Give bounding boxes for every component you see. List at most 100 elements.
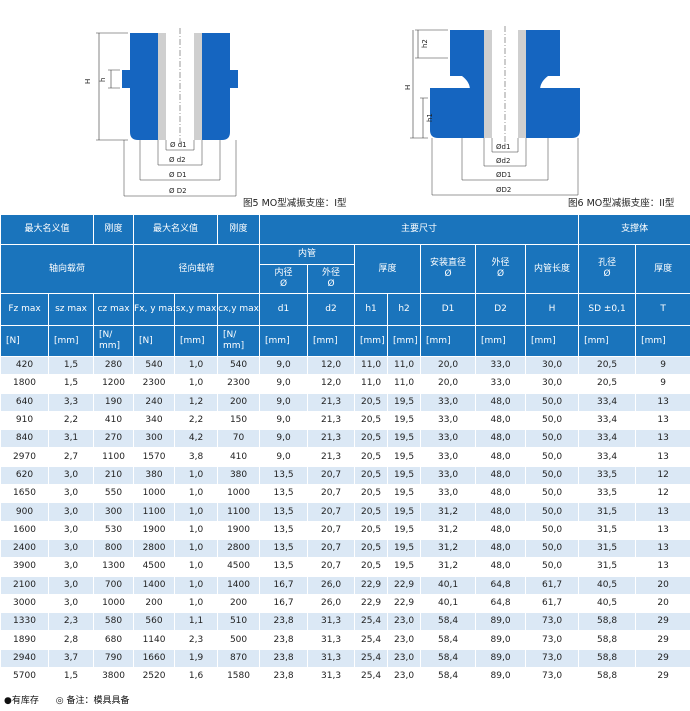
table-cell: 31,3: [307, 612, 356, 632]
table-cell: 2520: [133, 667, 176, 687]
table-cell: 1330: [0, 612, 49, 632]
h1-support-body: 支撑体: [578, 214, 690, 245]
table-cell: 13,5: [259, 502, 309, 522]
technical-drawings: H h Ø d1 Ø d2 Ø D1 Ø D2: [84, 26, 580, 197]
table-cell: 1,9: [174, 648, 219, 669]
table-cell: 29: [635, 612, 690, 632]
fig6-d1-label: Ød1: [496, 143, 510, 151]
table-cell: 58,8: [578, 612, 637, 632]
table-cell: 2,2: [47, 410, 95, 431]
table-cell: 26,0: [307, 575, 356, 595]
fig6-D2-label: ØD2: [496, 186, 511, 194]
table-cell: 33,0: [420, 465, 477, 486]
table-cell: 21,3: [307, 392, 356, 412]
table-cell: 40,5: [578, 575, 637, 595]
symbol-cell: Fx, y max: [133, 293, 176, 326]
table-cell: 89,0: [475, 667, 527, 687]
table-cell: 1100: [217, 502, 261, 522]
table-cell: 20,7: [307, 484, 356, 504]
table-cell: 1600: [0, 520, 49, 540]
table-cell: 20,7: [307, 502, 356, 522]
table-cell: 3,0: [47, 557, 95, 577]
table-cell: 48,0: [475, 410, 527, 431]
table-cell: 2,3: [174, 630, 219, 650]
table-cell: 13,5: [259, 484, 309, 504]
table-cell: 48,0: [475, 392, 527, 412]
table-cell: 13,5: [259, 465, 309, 486]
table-cell: 11,0: [354, 355, 389, 376]
table-cell: 33,0: [475, 355, 527, 376]
table-cell: 50,0: [525, 465, 580, 486]
table-cell: 2,2: [174, 410, 219, 431]
symbol-cell: T: [635, 293, 690, 326]
table-row: 420 1,5 280 540 1,0 540 9,0 12,0 11,0 11,0 20,0 33,…: [0, 355, 690, 376]
table-cell: 23,0: [387, 630, 422, 650]
table-cell: 4,2: [174, 429, 219, 449]
table-cell: 20,7: [307, 465, 356, 486]
table-cell: 23,8: [259, 648, 309, 669]
table-cell: 380: [217, 465, 261, 486]
table-cell: 19,5: [387, 410, 422, 431]
table-cell: 22,9: [354, 575, 389, 595]
table-cell: 870: [217, 648, 261, 669]
table-cell: 410: [217, 447, 261, 467]
table-cell: 23,8: [259, 612, 309, 632]
table-cell: 19,5: [387, 557, 422, 577]
h2-radial-load: 径向载荷: [133, 244, 261, 294]
table-cell: 33,0: [420, 392, 477, 412]
table-cell: 50,0: [525, 538, 580, 559]
symbol-cell: Fz max: [0, 293, 49, 326]
table-cell: 2,3: [47, 612, 95, 632]
table-cell: 640: [0, 392, 49, 412]
table-cell: 19,5: [387, 392, 422, 412]
table-cell: 3,1: [47, 429, 95, 449]
symbol-row: Fz max sz max cz max Fx, y max sx,y max cx,y …: [0, 293, 690, 326]
table-cell: 1,0: [174, 502, 219, 522]
table-cell: 31,2: [420, 538, 477, 559]
fig6-h2-label: h2: [421, 39, 429, 48]
table-cell: 190: [93, 392, 135, 412]
table-cell: 58,4: [420, 612, 477, 632]
table-cell: 12: [635, 465, 690, 486]
table-cell: 3,0: [47, 520, 95, 540]
table-cell: 20,5: [354, 557, 389, 577]
table-cell: 420: [0, 355, 49, 376]
table-row: 1800 1,5 1200 2300 1,0 2300 9,0 12,0 11,0 11,0 20,…: [0, 374, 690, 394]
table-cell: 5700: [0, 667, 49, 687]
table-cell: 1,0: [174, 374, 219, 394]
table-cell: 21,3: [307, 410, 356, 431]
unit-cell: [N]: [133, 325, 176, 357]
fig6-d2-label: Ød2: [496, 157, 510, 165]
table-cell: 25,4: [354, 667, 389, 687]
table-cell: 9,0: [259, 447, 309, 467]
table-row: 2100 3,0 700 1400 1,0 1400 16,7 26,0 22,9 22,9 40,…: [0, 575, 690, 595]
table-cell: 50,0: [525, 484, 580, 504]
table-cell: 33,0: [420, 429, 477, 449]
table-cell: 1000: [217, 484, 261, 504]
table-cell: 9,0: [259, 355, 309, 376]
table-row: 640 3,3 190 240 1,2 200 9,0 21,3 20,5 19,5 33,0 48,…: [0, 392, 690, 412]
table-cell: 89,0: [475, 648, 527, 669]
unit-cell: [N/ mm]: [93, 325, 135, 357]
table-cell: 210: [93, 465, 135, 486]
table-cell: 73,0: [525, 630, 580, 650]
table-cell: 23,0: [387, 648, 422, 669]
table-cell: 89,0: [475, 630, 527, 650]
table-cell: 20: [635, 593, 690, 614]
fig5-d1-label: Ø d1: [170, 141, 187, 149]
table-cell: 50,0: [525, 557, 580, 577]
table-cell: 19,5: [387, 538, 422, 559]
table-cell: 700: [93, 575, 135, 595]
table-cell: 58,8: [578, 648, 637, 669]
table-cell: 1580: [217, 667, 261, 687]
table-cell: 1,0: [174, 557, 219, 577]
table-cell: 40,5: [578, 593, 637, 614]
table-cell: 1650: [0, 484, 49, 504]
table-cell: 1400: [133, 575, 176, 595]
table-cell: 13: [635, 447, 690, 467]
stock-legend: ●有库存: [4, 696, 39, 706]
table-row: 3000 3,0 1000 200 1,0 200 16,7 26,0 22,9 22,9 40,1…: [0, 593, 690, 614]
figure-6-caption: 图6 MO型减振支座：II型: [568, 198, 675, 209]
table-cell: 9: [635, 355, 690, 376]
table-cell: 23,8: [259, 630, 309, 650]
